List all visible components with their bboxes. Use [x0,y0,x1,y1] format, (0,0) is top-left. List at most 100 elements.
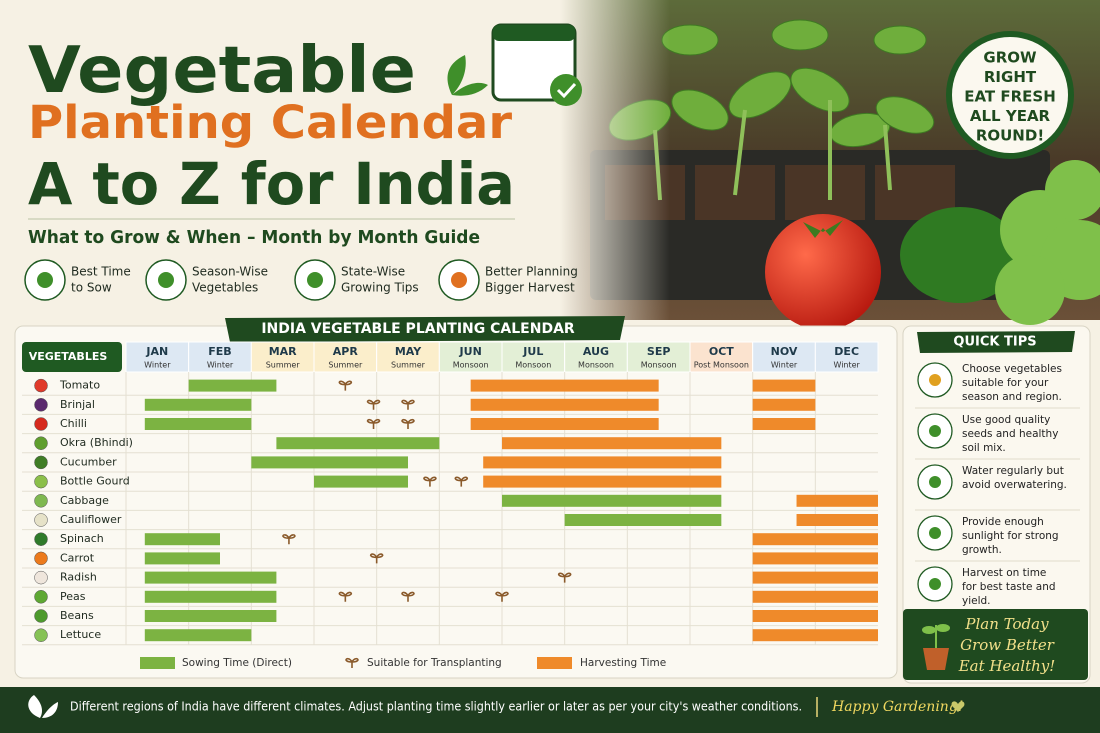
veg-icon [34,551,48,566]
feature-label: to Sow [71,281,112,295]
calendar-banner [225,316,625,342]
tip-text: yield. [962,595,991,607]
feature-label: Vegetables [192,281,258,295]
veg-name: Bottle Gourd [60,475,130,488]
tip-text: Provide enough [962,516,1044,528]
tip-icon-dot [929,527,941,539]
tip-text: Choose vegetables [962,363,1062,375]
month-season: Summer [328,361,363,370]
calendar-title: INDIA VEGETABLE PLANTING CALENDAR [261,321,575,337]
month-header [188,341,252,373]
tip-text: suitable for your [962,377,1049,389]
feature-icon-dot [307,272,323,288]
veg-icon [34,417,48,431]
month-season: Summer [391,361,426,370]
tip-text: avoid overwatering. [962,479,1067,491]
vegetables-header: VEGETABLES [29,350,108,363]
transplant-mark [338,591,353,602]
month-name: AUG [583,345,609,358]
sowing-bar [144,418,252,430]
legend-swatch [537,657,572,669]
veg-name: Tomato [59,379,100,392]
pot-icon [922,624,950,670]
harvest-bar [752,398,816,411]
harvest-bar [752,552,878,565]
veg-name: Okra (Bhindi) [60,436,133,449]
harvest-bar [752,571,878,584]
feature-label: Best Time [71,265,131,279]
harvest-bar [470,379,659,392]
feature-label: State-Wise [341,265,405,279]
legend-swatch [345,657,359,668]
veg-icon [34,532,48,546]
transplant-mark [366,418,381,429]
veg-icon [34,494,48,508]
title-line2: Planting Calendar [28,96,513,149]
tip-icon-dot [929,476,941,488]
veg-icon [34,474,48,489]
title-line3: A to Z for India [28,150,515,218]
transplant-mark [366,399,381,410]
vegetables-header-box [22,342,122,372]
month-header [438,341,503,373]
sowing-bar [144,590,277,603]
veg-icon [34,513,48,527]
harvest-bar [752,418,816,430]
tip-text: Water regularly but [962,465,1064,477]
veg-name: Brinjal [60,398,95,411]
veg-name: Radish [60,571,97,584]
calendar-icon [447,23,582,106]
veg-name: Peas [60,590,86,603]
month-name: MAR [269,345,297,358]
transplant-mark [401,399,415,410]
month-season: Winter [207,361,234,370]
transplant-mark [454,476,469,487]
title-line1: Vegetable [28,34,416,108]
harvest-bar [752,629,878,642]
badge-line: ALL YEAR [970,107,1051,125]
month-name: OCT [709,345,734,358]
veg-name: Cabbage [60,494,109,507]
transplant-mark [423,476,437,487]
month-season: Monsoon [515,361,551,370]
month-season: Summer [266,361,301,370]
veg-name: Lettuce [60,628,101,641]
sowing-bar [144,571,277,584]
sowing-bar [502,494,722,507]
legend-swatch [140,657,175,669]
month-season: Monsoon [641,361,677,370]
transplant-mark [369,553,384,564]
veg-icon [34,455,48,470]
month-name: JUN [459,345,482,358]
harvest-bar [752,533,878,546]
veg-icon [34,378,48,393]
month-name: MAY [395,345,422,358]
month-season: Post Monsoon [694,361,749,370]
veg-icon [34,398,48,412]
harvest-bar [502,437,722,450]
sowing-bar [251,456,408,469]
subtitle: What to Grow & When – Month by Month Gui… [28,227,480,248]
sowing-bar [144,610,277,622]
tips-panel [902,325,1091,684]
month-name: APR [333,345,359,358]
harvest-bar [796,514,878,526]
tip-text: soil mix. [962,442,1006,454]
footer-text: Different regions of India have differen… [70,700,802,714]
tip-text: growth. [962,544,1002,556]
month-name: NOV [771,345,798,358]
tips-banner [917,331,1075,353]
plan-line: Eat Healthy! [958,657,1056,675]
transplant-mark [401,418,415,429]
month-header [250,341,315,373]
month-name: JAN [145,345,168,358]
harvest-bar [752,610,878,622]
feature-label: Season-Wise [192,265,268,279]
sowing-bar [144,533,220,546]
veg-icon [34,590,48,604]
month-header [376,341,440,373]
tip-text: for best taste and [962,581,1056,593]
tip-text: season and region. [962,391,1062,403]
veg-name: Carrot [60,551,95,564]
veg-name: Beans [60,609,94,622]
